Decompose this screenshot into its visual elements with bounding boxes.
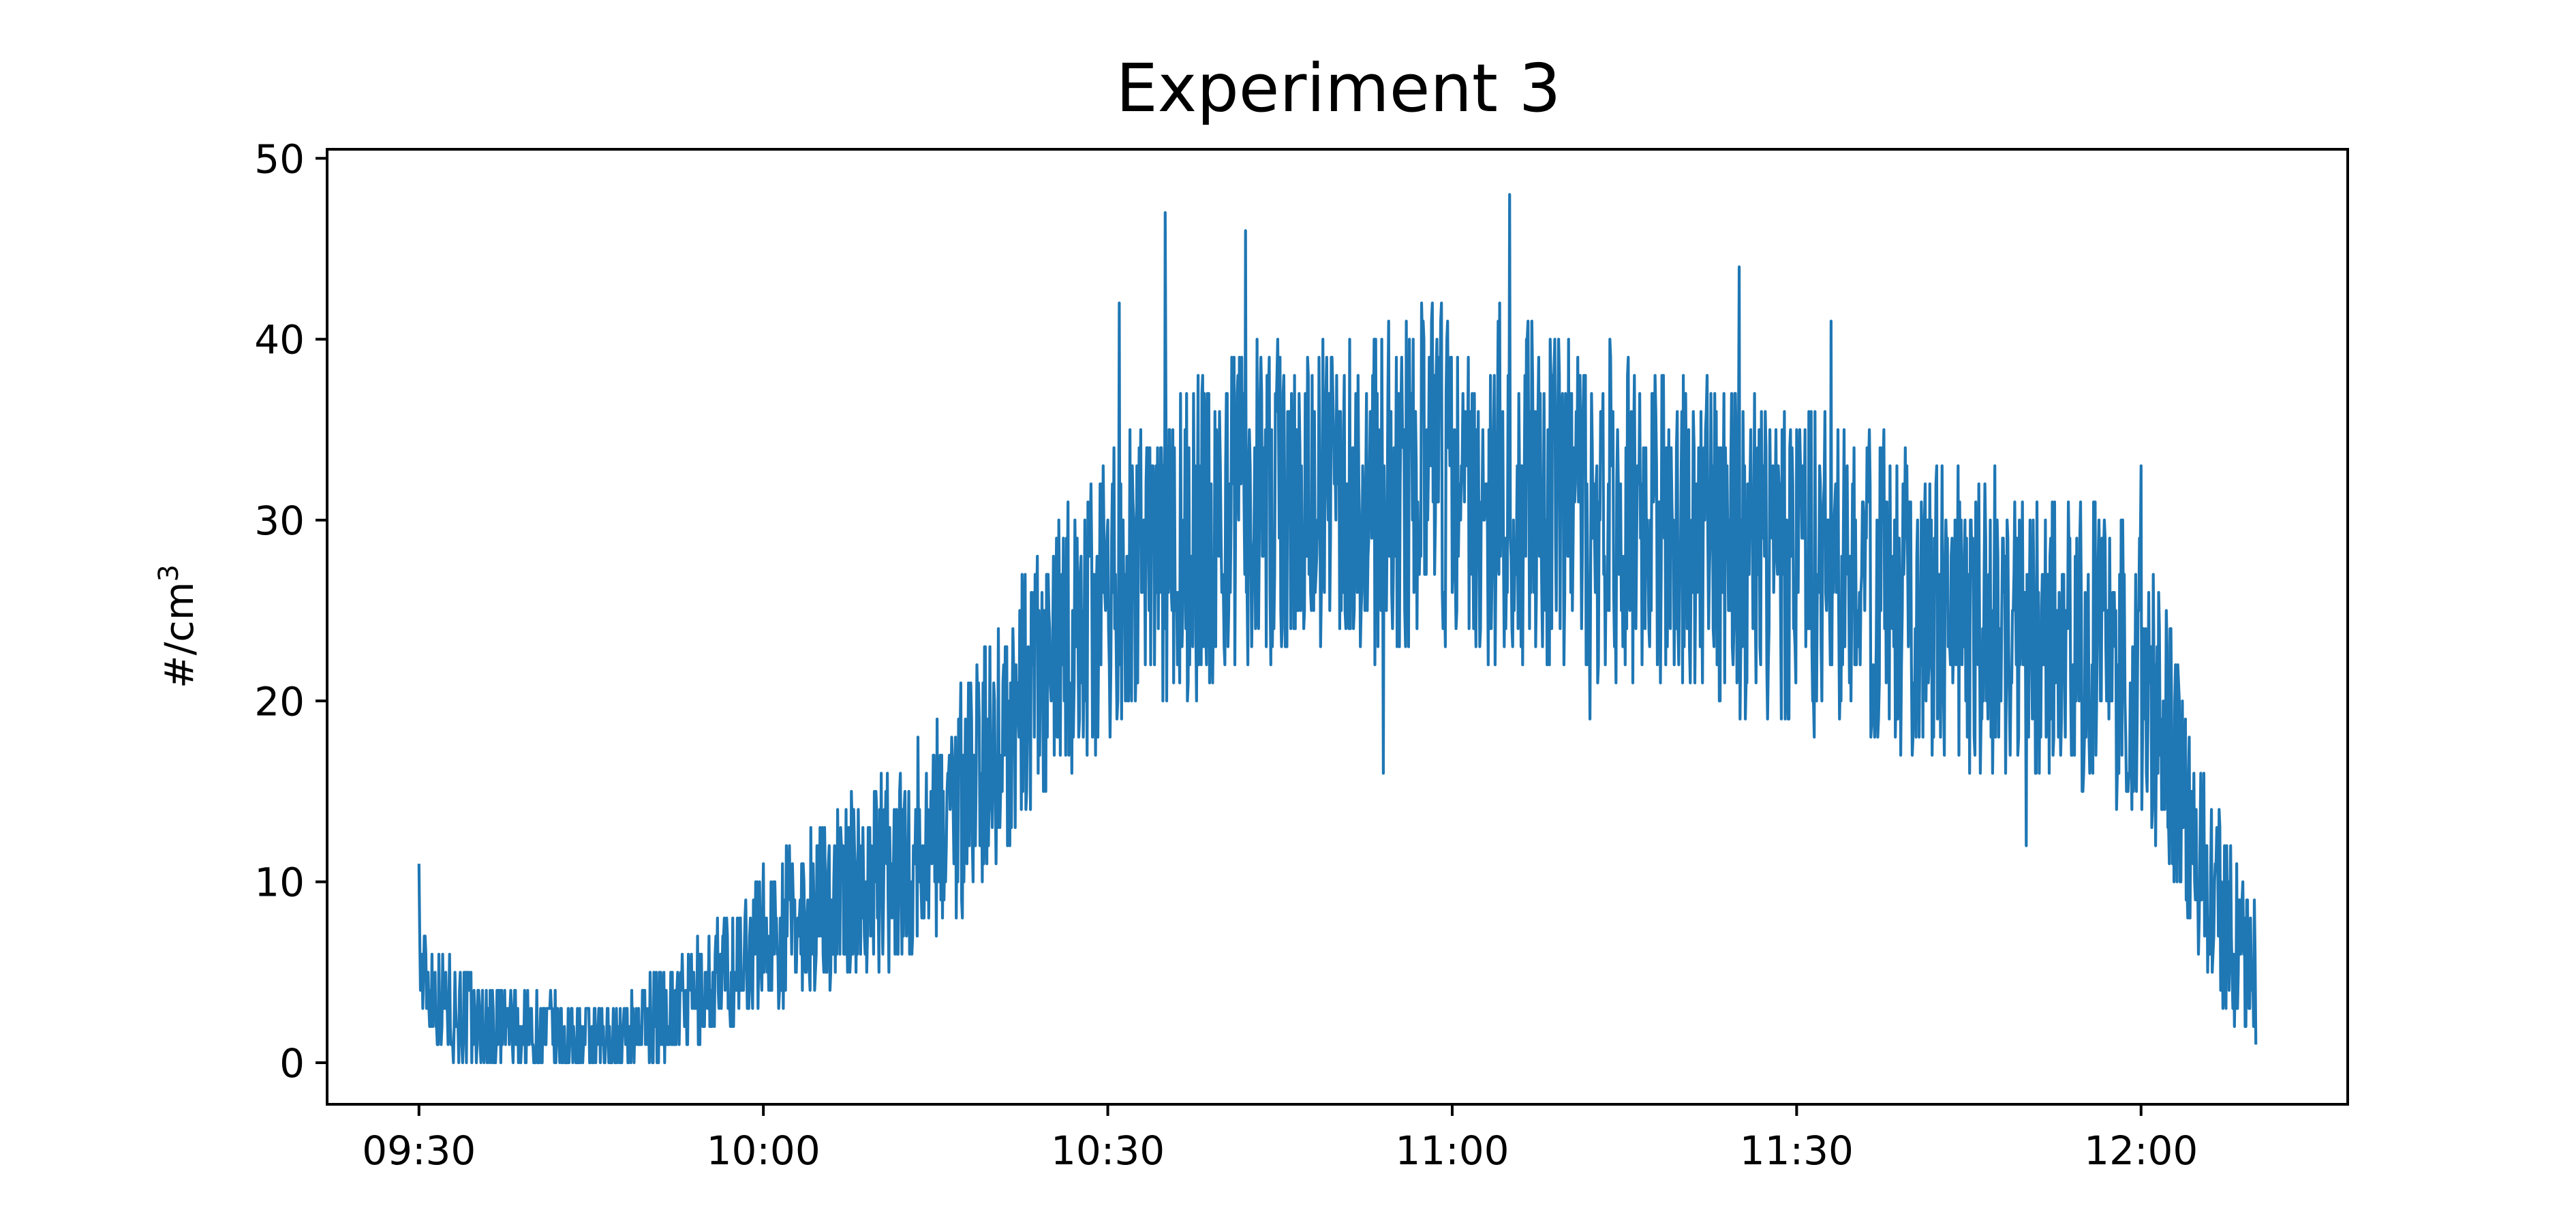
x-tick-label: 12:00 xyxy=(2084,1127,2198,1174)
x-tick-label: 10:00 xyxy=(707,1127,821,1174)
y-tick-label: 50 xyxy=(254,136,305,182)
plot-area xyxy=(417,193,2258,1065)
y-tick-label: 20 xyxy=(254,678,305,725)
y-axis-label-text: #/cm xyxy=(156,581,202,688)
axes: 09:30 10:00 10:30 11:00 11:30 12:00 0 10 20 30 40 5… xyxy=(254,136,2349,1174)
x-tick-label: 11:00 xyxy=(1395,1127,1509,1174)
y-tick-label: 30 xyxy=(254,498,305,544)
plot-frame xyxy=(326,148,2349,1106)
y-axis-label-superscript: 3 xyxy=(153,564,185,581)
y-tick-label: 40 xyxy=(254,317,305,363)
y-tick-label: 10 xyxy=(254,860,305,906)
chart-title: Experiment 3 xyxy=(1116,50,1561,127)
x-tick-label: 10:30 xyxy=(1051,1127,1165,1174)
series-line xyxy=(417,193,2258,1065)
x-tick-label: 11:30 xyxy=(1740,1127,1854,1174)
x-tick-label: 09:30 xyxy=(362,1127,476,1174)
y-axis-label: #/cm3 xyxy=(153,564,202,688)
y-tick-label: 0 xyxy=(279,1040,305,1087)
